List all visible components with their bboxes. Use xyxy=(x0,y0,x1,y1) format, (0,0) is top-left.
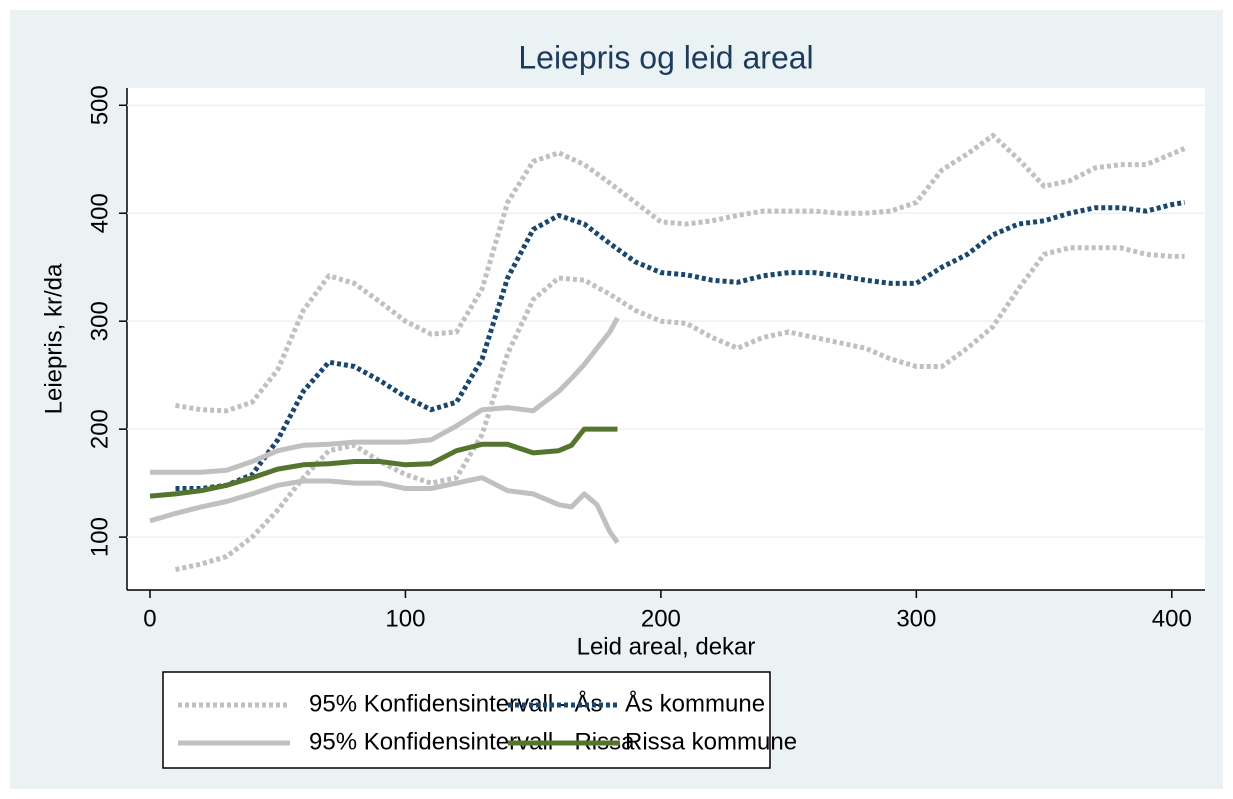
x-tick-label: 400 xyxy=(1152,605,1192,632)
legend-label: Ås kommune xyxy=(625,689,765,717)
ci-lower-line xyxy=(149,475,620,544)
chart-title: Leiepris og leid areal xyxy=(518,39,813,75)
x-tick-label: 300 xyxy=(896,605,936,632)
plot-area xyxy=(127,88,1205,590)
y-tick-label: 100 xyxy=(86,517,113,557)
legend xyxy=(162,671,771,769)
x-tick-label: 0 xyxy=(143,605,156,632)
ci-upper-line xyxy=(175,133,1186,414)
x-axis-title: Leid areal, dekar xyxy=(577,633,756,660)
x-tick-label: 100 xyxy=(385,605,425,632)
y-tick-label: 400 xyxy=(86,193,113,233)
x-tick-label: 200 xyxy=(641,605,681,632)
y-tick-label: 200 xyxy=(86,409,113,449)
legend-label: Rissa kommune xyxy=(625,728,797,755)
y-axis-title: Leiepris, kr/da xyxy=(40,263,67,414)
ci-lower-line xyxy=(174,245,1185,572)
series-line xyxy=(175,199,1186,491)
series-line xyxy=(149,426,618,499)
y-tick-label: 300 xyxy=(86,301,113,341)
y-tick-label: 500 xyxy=(86,85,113,125)
ci-upper-line xyxy=(150,316,620,475)
